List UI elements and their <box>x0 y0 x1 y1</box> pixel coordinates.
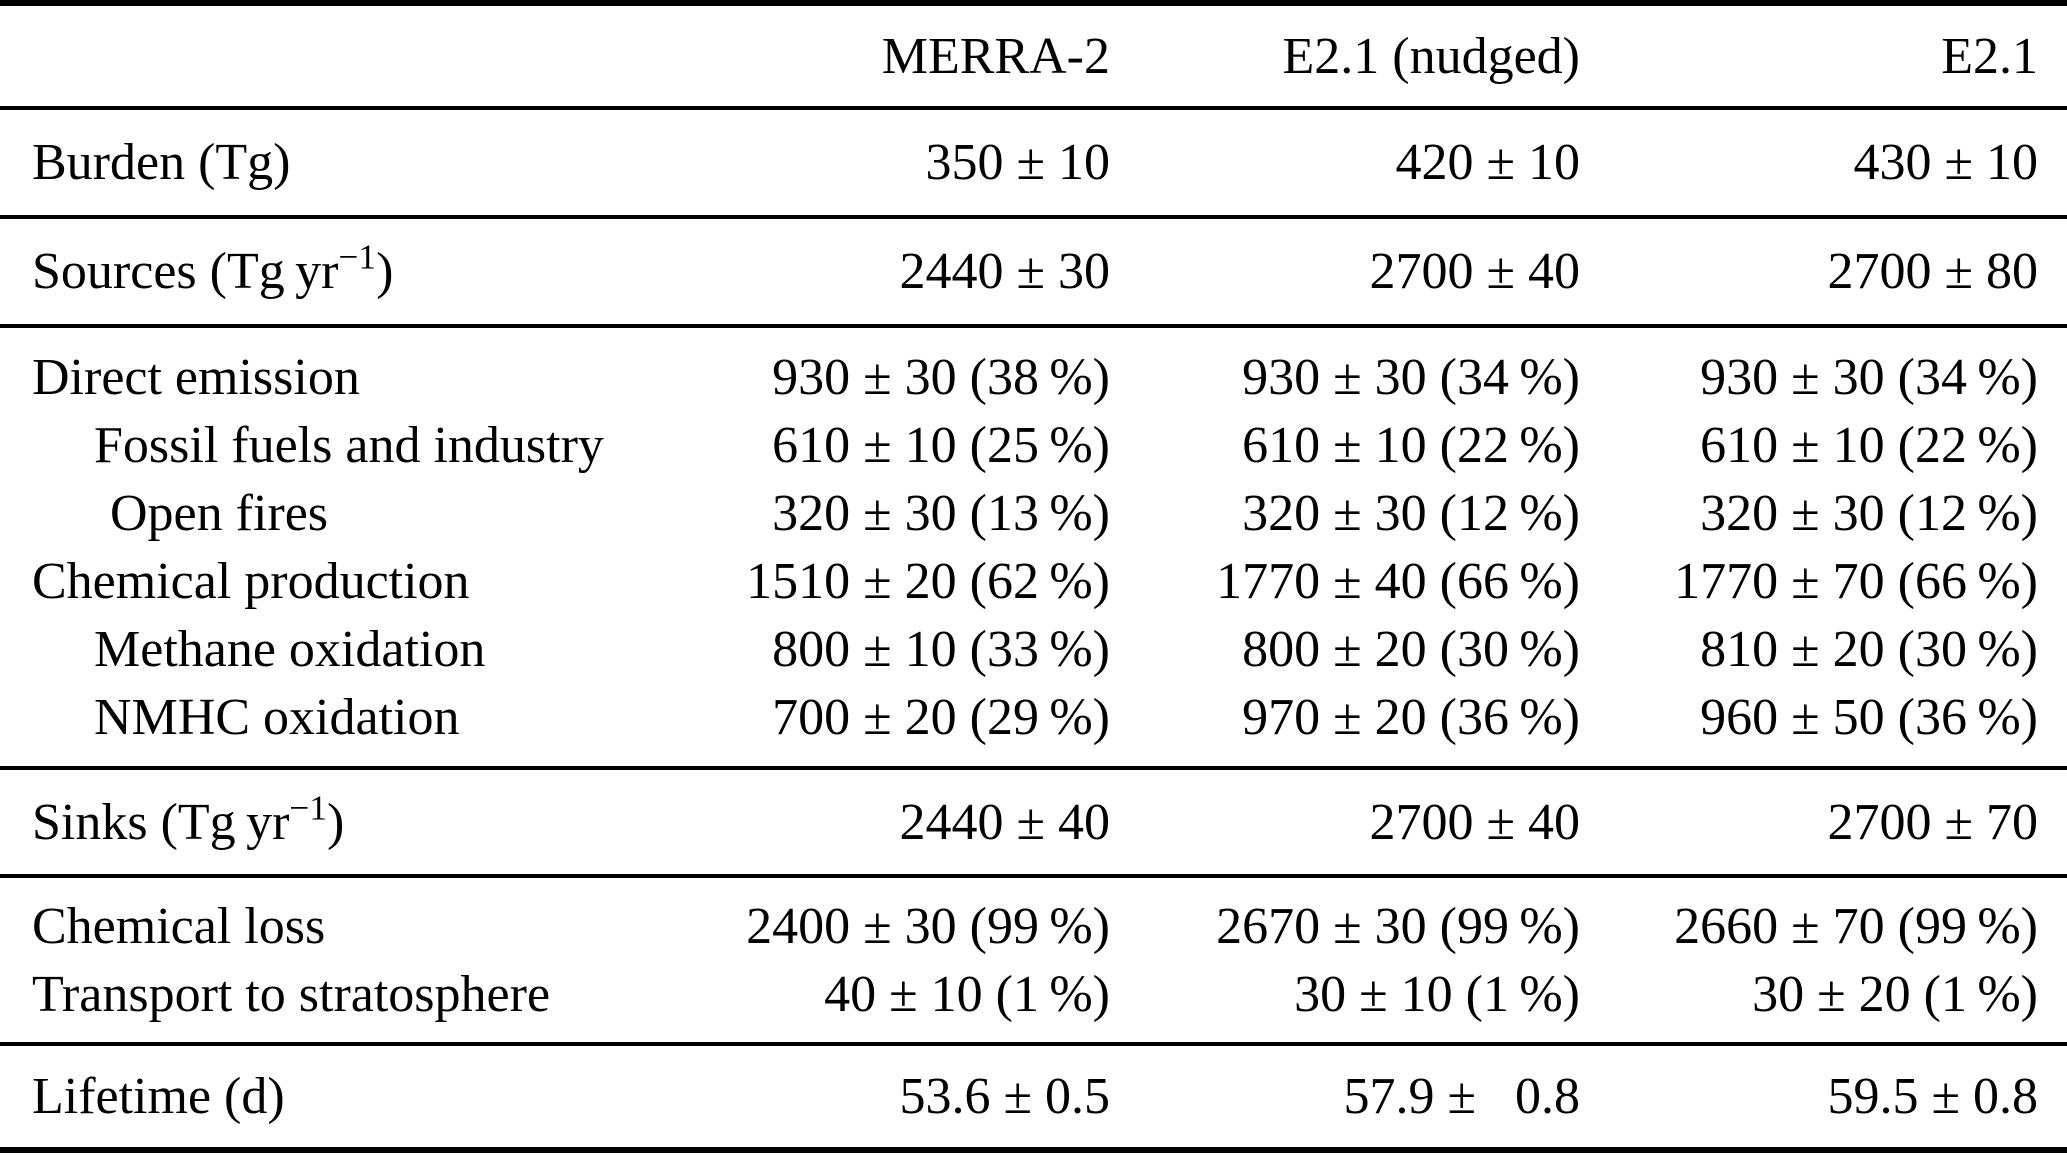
burden-section: Burden (Tg) 350 ± 10 420 ± 10 430 ± 10 <box>0 110 2067 215</box>
table-top-rule <box>0 0 2067 6</box>
row-label-burden: Burden (Tg) <box>32 134 291 191</box>
sources-section: Sources (Tg yr−1) 2440 ± 30 2700 ± 40 27… <box>0 219 2067 324</box>
table-row-transport-stratosphere: Transport to stratosphere 40 ± 10 (1 %) … <box>32 960 2038 1028</box>
table-row-direct-emission: Direct emission 930 ± 30 (38 %) 930 ± 30… <box>32 343 2038 411</box>
open-fires-merra2-value: 320 ± 30 (13 %) <box>772 484 1110 542</box>
table-row-sources: Sources (Tg yr−1) 2440 ± 30 2700 ± 40 27… <box>32 239 2038 301</box>
sinks-e21-value: 2700 ± 70 <box>1827 793 2038 851</box>
open-fires-e21-value: 320 ± 30 (12 %) <box>1700 484 2038 542</box>
methane-oxidation-e21-value: 810 ± 20 (30 %) <box>1700 620 2038 678</box>
rule-below-burden <box>0 215 2067 219</box>
direct-emission-merra2-value: 930 ± 30 (38 %) <box>772 348 1110 406</box>
rule-below-sinks <box>0 874 2067 878</box>
sources-e21-value: 2700 ± 80 <box>1827 243 2038 300</box>
table-row-sinks: Sinks (Tg yr−1) 2440 ± 40 2700 ± 40 2700… <box>32 789 2038 852</box>
transport-stratosphere-e21-nudged-value: 30 ± 10 (1 %) <box>1294 965 1580 1023</box>
row-label-methane-oxidation: Methane oxidation <box>94 620 486 678</box>
table-row-chemical-loss: Chemical loss 2400 ± 30 (99 %) 2670 ± 30… <box>32 892 2038 960</box>
open-fires-e21-nudged-value: 320 ± 30 (12 %) <box>1242 484 1580 542</box>
sources-label-text: Sources (Tg yr <box>32 243 339 300</box>
fossil-fuels-merra2-value: 610 ± 10 (25 %) <box>772 416 1110 474</box>
table-row-lifetime: Lifetime (d) 53.6 ± 0.5 57.9 ± 0.8 59.5 … <box>32 1067 2038 1126</box>
direct-emission-e21-nudged-value: 930 ± 30 (34 %) <box>1242 348 1580 406</box>
sinks-label-text: Sinks (Tg yr <box>32 793 290 851</box>
sinks-label-superscript: −1 <box>289 787 328 828</box>
direct-emission-e21-value: 930 ± 30 (34 %) <box>1700 348 2038 406</box>
table-row-burden: Burden (Tg) 350 ± 10 420 ± 10 430 ± 10 <box>32 133 2038 192</box>
rule-below-sources <box>0 324 2067 328</box>
sinks-section: Sinks (Tg yr−1) 2440 ± 40 2700 ± 40 2700… <box>0 770 2067 874</box>
nmhc-oxidation-e21-nudged-value: 970 ± 20 (36 %) <box>1242 688 1580 746</box>
methane-oxidation-merra2-value: 800 ± 10 (33 %) <box>772 620 1110 678</box>
rule-below-sinks-breakdown <box>0 1042 2067 1046</box>
row-label-chemical-production: Chemical production <box>32 552 470 610</box>
table-row-nmhc-oxidation: NMHC oxidation 700 ± 20 (29 %) 970 ± 20 … <box>32 683 2038 751</box>
burden-merra2-value: 350 ± 10 <box>925 134 1110 191</box>
column-header-e21-nudged: E2.1 (nudged) <box>1282 27 1580 85</box>
table-header-row: MERRA-2 E2.1 (nudged) E2.1 <box>32 27 2038 86</box>
row-label-direct-emission: Direct emission <box>32 348 360 406</box>
row-label-chemical-loss: Chemical loss <box>32 897 326 955</box>
chemical-production-e21-value: 1770 ± 70 (66 %) <box>1674 552 2038 610</box>
nmhc-oxidation-merra2-value: 700 ± 20 (29 %) <box>772 688 1110 746</box>
rule-below-header <box>0 106 2067 110</box>
transport-stratosphere-e21-value: 30 ± 20 (1 %) <box>1752 965 2038 1023</box>
table-row-open-fires: Open fires 320 ± 30 (13 %) 320 ± 30 (12 … <box>32 479 2038 547</box>
sources-merra2-value: 2440 ± 30 <box>899 243 1110 300</box>
chemical-production-merra2-value: 1510 ± 20 (62 %) <box>746 552 1110 610</box>
table-bottom-rule <box>0 1147 2067 1153</box>
sources-e21-nudged-value: 2700 ± 40 <box>1369 243 1580 300</box>
row-label-fossil-fuels: Fossil fuels and industry <box>94 416 604 474</box>
lifetime-section: Lifetime (d) 53.6 ± 0.5 57.9 ± 0.8 59.5 … <box>0 1046 2067 1147</box>
lifetime-merra2-value: 53.6 ± 0.5 <box>899 1068 1110 1125</box>
methane-oxidation-e21-nudged-value: 800 ± 20 (30 %) <box>1242 620 1580 678</box>
nmhc-oxidation-e21-value: 960 ± 50 (36 %) <box>1700 688 2038 746</box>
row-label-sinks: Sinks (Tg yr−1) <box>32 789 640 852</box>
table-row-methane-oxidation: Methane oxidation 800 ± 10 (33 %) 800 ± … <box>32 615 2038 683</box>
column-header-e21: E2.1 <box>1941 27 2038 85</box>
table-header-section: MERRA-2 E2.1 (nudged) E2.1 <box>0 6 2067 106</box>
sources-breakdown-section: Direct emission 930 ± 30 (38 %) 930 ± 30… <box>0 328 2067 766</box>
table-row-chemical-production: Chemical production 1510 ± 20 (62 %) 177… <box>32 547 2038 615</box>
lifetime-e21-value: 59.5 ± 0.8 <box>1827 1068 2038 1125</box>
table-row-fossil-fuels: Fossil fuels and industry 610 ± 10 (25 %… <box>32 411 2038 479</box>
row-label-transport-stratosphere: Transport to stratosphere <box>32 965 551 1023</box>
burden-e21-nudged-value: 420 ± 10 <box>1395 134 1580 191</box>
lifetime-e21-nudged-value: 57.9 ± 0.8 <box>1343 1068 1580 1125</box>
sinks-breakdown-section: Chemical loss 2400 ± 30 (99 %) 2670 ± 30… <box>0 878 2067 1042</box>
row-label-lifetime: Lifetime (d) <box>32 1068 285 1125</box>
rule-below-sources-breakdown <box>0 766 2067 770</box>
sinks-label-close: ) <box>327 793 345 851</box>
fossil-fuels-e21-value: 610 ± 10 (22 %) <box>1700 416 2038 474</box>
sinks-merra2-value: 2440 ± 40 <box>899 793 1110 851</box>
fossil-fuels-e21-nudged-value: 610 ± 10 (22 %) <box>1242 416 1580 474</box>
row-label-open-fires: Open fires <box>110 484 329 542</box>
sources-label-close: ) <box>376 243 394 300</box>
transport-stratosphere-merra2-value: 40 ± 10 (1 %) <box>824 965 1110 1023</box>
burden-e21-value: 430 ± 10 <box>1853 134 2038 191</box>
chemical-loss-e21-nudged-value: 2670 ± 30 (99 %) <box>1216 897 1580 955</box>
sources-label-superscript: −1 <box>338 236 377 277</box>
sinks-e21-nudged-value: 2700 ± 40 <box>1369 793 1580 851</box>
row-label-sources: Sources (Tg yr−1) <box>32 239 640 301</box>
chemical-loss-merra2-value: 2400 ± 30 (99 %) <box>746 897 1110 955</box>
row-label-nmhc-oxidation: NMHC oxidation <box>94 688 460 746</box>
chemical-production-e21-nudged-value: 1770 ± 40 (66 %) <box>1216 552 1580 610</box>
chemical-loss-e21-value: 2660 ± 70 (99 %) <box>1674 897 2038 955</box>
column-header-merra2: MERRA-2 <box>881 27 1110 85</box>
